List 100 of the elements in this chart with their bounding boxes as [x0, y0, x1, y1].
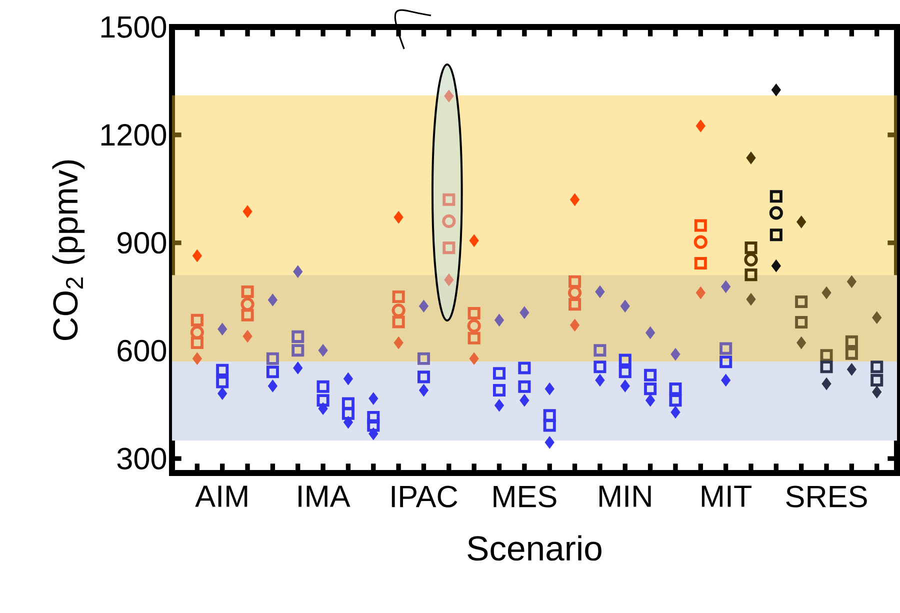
point [771, 260, 781, 272]
y-tick-label: 300 [117, 448, 166, 470]
x-tick-label: MIT [702, 486, 752, 507]
point [318, 344, 328, 357]
point [268, 380, 278, 392]
point [670, 348, 680, 361]
x-axis-title: Scenario [468, 535, 602, 561]
point [216, 364, 229, 376]
point [543, 419, 556, 432]
point [620, 380, 630, 392]
point [492, 367, 506, 380]
point [669, 382, 682, 396]
point [795, 296, 808, 308]
point [218, 322, 228, 336]
point [242, 205, 252, 218]
point [846, 363, 856, 376]
point [594, 360, 606, 374]
point [492, 384, 506, 397]
point [444, 274, 454, 286]
point [570, 193, 580, 206]
point [744, 252, 758, 266]
point [392, 304, 406, 318]
point [316, 394, 330, 407]
point [872, 386, 882, 398]
point [543, 409, 556, 422]
point [218, 387, 228, 400]
y-tick-label: 1200 [101, 124, 166, 146]
point [520, 306, 530, 319]
point [293, 265, 303, 278]
x-tick-label: MIN [600, 486, 651, 507]
point [721, 280, 731, 293]
point [796, 336, 806, 350]
point [520, 394, 530, 407]
point [795, 316, 808, 329]
point [644, 382, 657, 396]
point [694, 257, 707, 270]
point [696, 120, 706, 132]
x-tick-label: AIM [195, 486, 248, 507]
point [870, 374, 884, 386]
point [769, 206, 783, 220]
point [467, 319, 481, 333]
x-tick-label: IMA [298, 486, 350, 507]
point [822, 378, 832, 390]
point [316, 380, 330, 393]
point [822, 286, 832, 300]
x-tick-label: MES [494, 486, 556, 508]
point [872, 311, 882, 324]
point [418, 384, 429, 397]
point [796, 216, 806, 228]
y-tick-label: 1500 [101, 16, 166, 38]
point [845, 335, 858, 348]
point [669, 394, 682, 407]
point [595, 285, 605, 298]
point [694, 235, 708, 249]
point [846, 275, 856, 288]
point [620, 300, 630, 312]
point [646, 394, 656, 407]
point [494, 314, 504, 326]
point [518, 380, 531, 393]
y-axis-title: CO$_{2}$ (ppmv) [52, 160, 85, 340]
y-tick-label: 600 [118, 340, 166, 362]
point [771, 84, 781, 96]
point [618, 354, 632, 366]
y-tick-label: 900 [118, 232, 166, 254]
point [442, 242, 456, 254]
point [720, 356, 732, 368]
point [394, 210, 404, 224]
point [644, 368, 657, 382]
point [870, 360, 884, 374]
point [367, 419, 380, 432]
point [518, 362, 531, 374]
point [820, 360, 833, 374]
point [216, 376, 229, 388]
x-tick-label: SRES [786, 486, 867, 508]
point [770, 190, 782, 203]
point [618, 366, 632, 378]
point [444, 90, 454, 102]
point [418, 300, 429, 312]
point [442, 193, 456, 206]
point [367, 410, 380, 424]
point [342, 397, 354, 410]
point [646, 326, 656, 339]
point [293, 362, 303, 374]
point [417, 370, 430, 384]
x-tick-label: IPAC [392, 486, 458, 508]
point [770, 228, 782, 242]
point [568, 286, 582, 300]
point [544, 436, 554, 449]
point [845, 347, 858, 360]
point [494, 399, 504, 412]
point [469, 234, 479, 247]
point [744, 242, 758, 254]
point [744, 268, 758, 282]
point [820, 349, 833, 362]
point [342, 407, 354, 420]
point [595, 374, 605, 386]
point [442, 214, 456, 228]
point [694, 219, 707, 232]
point [721, 374, 731, 386]
point [266, 366, 279, 378]
